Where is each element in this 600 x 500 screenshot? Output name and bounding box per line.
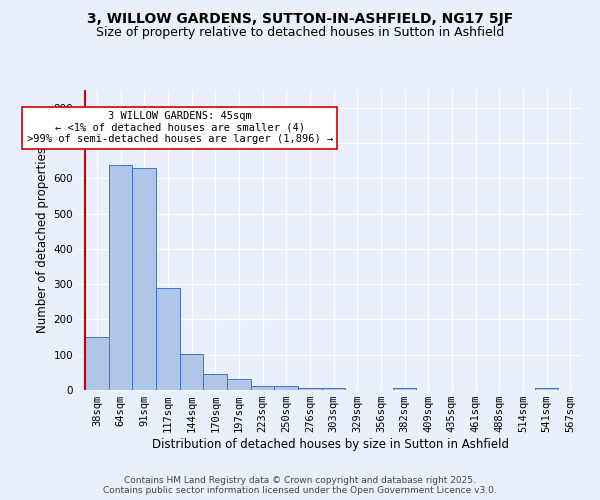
Bar bbox=[85, 337, 109, 390]
Text: Size of property relative to detached houses in Sutton in Ashfield: Size of property relative to detached ho… bbox=[96, 26, 504, 39]
Bar bbox=[109, 165, 133, 390]
Bar bbox=[251, 386, 274, 390]
Bar bbox=[203, 374, 227, 390]
Bar bbox=[393, 388, 416, 390]
Bar bbox=[535, 388, 559, 390]
Text: Contains HM Land Registry data © Crown copyright and database right 2025.
Contai: Contains HM Land Registry data © Crown c… bbox=[103, 476, 497, 495]
Bar bbox=[180, 354, 203, 390]
Bar bbox=[298, 388, 322, 390]
Bar bbox=[227, 380, 251, 390]
Bar bbox=[274, 386, 298, 390]
Bar bbox=[156, 288, 180, 390]
Bar bbox=[322, 388, 346, 390]
Y-axis label: Number of detached properties: Number of detached properties bbox=[37, 147, 49, 333]
Text: 3, WILLOW GARDENS, SUTTON-IN-ASHFIELD, NG17 5JF: 3, WILLOW GARDENS, SUTTON-IN-ASHFIELD, N… bbox=[87, 12, 513, 26]
Text: 3 WILLOW GARDENS: 45sqm
← <1% of detached houses are smaller (4)
>99% of semi-de: 3 WILLOW GARDENS: 45sqm ← <1% of detache… bbox=[26, 111, 333, 144]
X-axis label: Distribution of detached houses by size in Sutton in Ashfield: Distribution of detached houses by size … bbox=[151, 438, 509, 451]
Bar bbox=[133, 168, 156, 390]
